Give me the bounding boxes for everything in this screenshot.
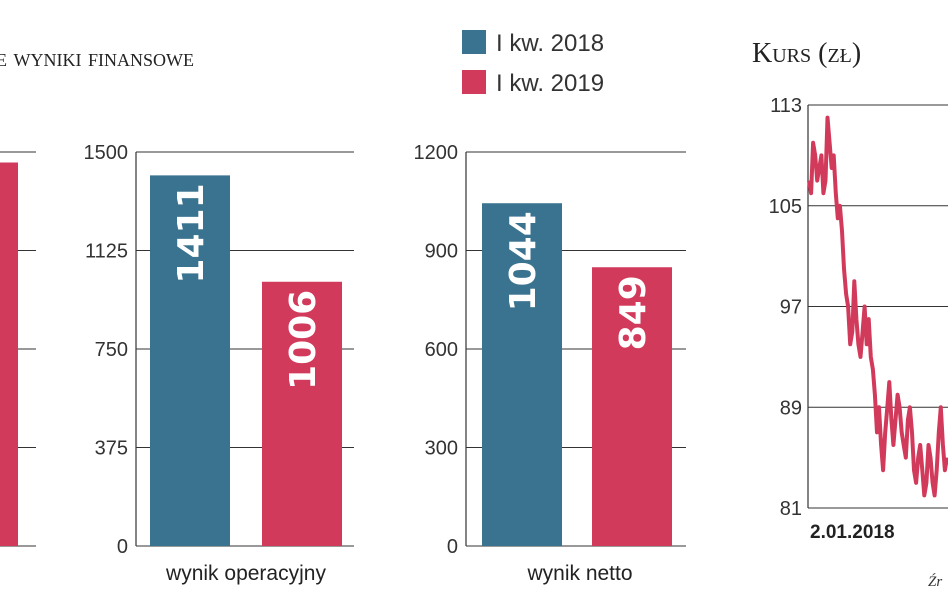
category-label: wynik netto [526,562,632,585]
category-label: wynik operacyjny [165,562,326,585]
bar-value-label: 1044 [503,211,544,311]
bar-2018 [482,203,562,546]
bar-cropped-2019 [0,162,18,547]
cropped-bar-chart [0,151,36,547]
bar-2019 [262,281,342,546]
bar-value-label: 849 [613,275,654,350]
legend-swatch-2018 [462,30,486,54]
bar-value-label: 1006 [283,290,324,390]
y-tick-label: 1200 [414,142,459,164]
legend-swatch-2019 [462,70,486,94]
y-tick-label: 105 [769,196,802,218]
legend-label-2018: I kw. 2018 [496,30,604,57]
y-tick-label: 300 [425,438,458,460]
price-chart-start-date: 2.01.2018 [810,522,895,543]
legend-label-2019: I kw. 2019 [496,70,604,97]
bar-2018 [150,175,230,547]
y-tick-label: 750 [95,339,128,361]
price-line [807,115,948,498]
left-chart-title: e wyniki finansowe [0,43,194,72]
y-tick-label: 97 [780,297,802,319]
y-tick-label: 1125 [85,241,128,263]
net-result-chart: 0 300 600 900 1200 1044 849 wynik netto [414,142,686,585]
y-tick-label: 89 [780,397,802,419]
bar-value-label: 1411 [171,183,212,283]
y-tick-label: 0 [117,536,128,558]
legend: I kw. 2018 I kw. 2019 [462,30,604,97]
price-chart-title: Kurs (zł) [752,38,861,69]
operating-result-chart: 0 375 750 1125 1500 1411 1006 wynik operacyjny [84,142,354,585]
y-tick-label: 0 [447,536,458,558]
y-tick-label: 113 [770,95,802,117]
source-fragment: Źr [928,573,942,590]
y-tick-label: 600 [425,339,458,361]
share-price-chart: 81 89 97 105 113 [769,95,948,520]
y-tick-label: 1500 [84,142,129,164]
bar-2019 [592,267,672,546]
y-tick-label: 375 [95,438,128,460]
y-tick-label: 900 [425,241,458,263]
y-tick-label: 81 [780,498,802,520]
